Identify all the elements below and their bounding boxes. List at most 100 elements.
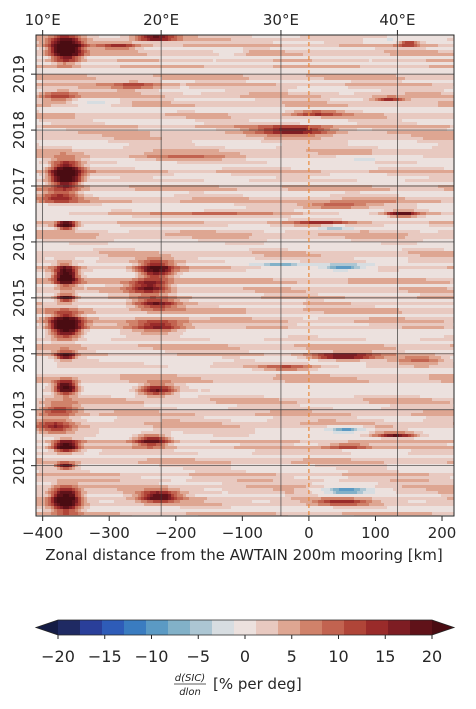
- heatmap-cell: [444, 113, 448, 117]
- heatmap-cell: [90, 59, 94, 63]
- heatmap-cell: [333, 41, 337, 45]
- heatmap-cell: [39, 83, 43, 87]
- heatmap-cell: [357, 77, 361, 81]
- heatmap-cell: [273, 86, 277, 90]
- heatmap-cell: [222, 47, 226, 51]
- heatmap-cell: [201, 71, 205, 75]
- heatmap-cell: [120, 113, 124, 117]
- heatmap-cell: [102, 62, 106, 66]
- heatmap-cell: [144, 95, 148, 99]
- heatmap-cell: [240, 71, 244, 75]
- heatmap-cell: [363, 134, 367, 138]
- heatmap-cell: [312, 98, 316, 102]
- heatmap-cell: [231, 113, 235, 117]
- heatmap-cell: [51, 101, 55, 105]
- heatmap-cell: [384, 65, 388, 69]
- heatmap-cell: [171, 131, 175, 135]
- heatmap-cell: [141, 59, 145, 63]
- heatmap-cell: [414, 95, 418, 99]
- heatmap-cell: [294, 65, 298, 69]
- heatmap-cell: [222, 122, 226, 126]
- heatmap-cell: [51, 68, 55, 72]
- heatmap-cell: [150, 50, 154, 54]
- heatmap-cell: [339, 95, 343, 99]
- heatmap-cell: [96, 113, 100, 117]
- heatmap-cell: [321, 50, 325, 54]
- heatmap-cell: [321, 92, 325, 96]
- heatmap-cell: [36, 80, 40, 84]
- heatmap-cell: [405, 41, 409, 45]
- heatmap-cell: [378, 86, 382, 90]
- heatmap-cell: [66, 104, 70, 108]
- heatmap-cell: [51, 56, 55, 60]
- heatmap-cell: [216, 77, 220, 81]
- heatmap-cell: [123, 65, 127, 69]
- heatmap-cell: [411, 74, 415, 78]
- heatmap-cell: [264, 101, 268, 105]
- heatmap-cell: [264, 44, 268, 48]
- heatmap-cell: [48, 59, 52, 63]
- heatmap-cell: [42, 131, 46, 135]
- heatmap-cell: [435, 134, 439, 138]
- heatmap-cell: [291, 44, 295, 48]
- heatmap-cell: [369, 95, 373, 99]
- heatmap-cell: [42, 113, 46, 117]
- heatmap-cell: [204, 128, 208, 132]
- heatmap-cell: [132, 83, 136, 87]
- heatmap-cell: [261, 131, 265, 135]
- heatmap-cell: [135, 38, 139, 42]
- heatmap-cell: [213, 74, 217, 78]
- heatmap-cell: [372, 128, 376, 132]
- heatmap-cell: [180, 38, 184, 42]
- heatmap-cell: [201, 134, 205, 138]
- heatmap-cell: [216, 80, 220, 84]
- heatmap-cell: [414, 62, 418, 66]
- heatmap-cell: [384, 89, 388, 93]
- heatmap-cell: [327, 122, 331, 126]
- heatmap-cell: [132, 68, 136, 72]
- heatmap-cell: [48, 107, 52, 111]
- heatmap-cell: [123, 74, 127, 78]
- heatmap-cell: [237, 71, 241, 75]
- heatmap-cell: [144, 116, 148, 120]
- heatmap-cell: [252, 77, 256, 81]
- heatmap-cell: [207, 131, 211, 135]
- heatmap-cell: [231, 128, 235, 132]
- heatmap-cell: [264, 35, 268, 39]
- heatmap-cell: [432, 47, 436, 51]
- heatmap-cell: [363, 110, 367, 114]
- heatmap-cell: [264, 137, 268, 141]
- heatmap-cell: [93, 107, 97, 111]
- heatmap-cell: [105, 92, 109, 96]
- heatmap-cell: [378, 80, 382, 84]
- heatmap-cell: [303, 83, 307, 87]
- heatmap-cell: [384, 125, 388, 129]
- heatmap-cell: [420, 56, 424, 60]
- heatmap-cell: [342, 101, 346, 105]
- heatmap-cell: [129, 41, 133, 45]
- heatmap-cell: [60, 68, 64, 72]
- heatmap-cell: [69, 113, 73, 117]
- heatmap-cell: [237, 125, 241, 129]
- heatmap-cell: [159, 44, 163, 48]
- heatmap-cell: [93, 83, 97, 87]
- heatmap-cell: [342, 77, 346, 81]
- heatmap-cell: [294, 134, 298, 138]
- heatmap-cell: [171, 80, 175, 84]
- heatmap-cell: [354, 44, 358, 48]
- heatmap-cell: [78, 131, 82, 135]
- heatmap-cell: [393, 119, 397, 123]
- heatmap-cell: [393, 38, 397, 42]
- heatmap-cell: [93, 137, 97, 141]
- heatmap-cell: [393, 110, 397, 114]
- heatmap-cell: [234, 137, 238, 141]
- heatmap-cell: [330, 119, 334, 123]
- heatmap-cell: [237, 98, 241, 102]
- heatmap-cell: [132, 74, 136, 78]
- heatmap-cell: [291, 95, 295, 99]
- heatmap-cell: [297, 89, 301, 93]
- heatmap-cell: [375, 62, 379, 66]
- heatmap-cell: [198, 50, 202, 54]
- heatmap-cell: [90, 107, 94, 111]
- heatmap-cell: [165, 74, 169, 78]
